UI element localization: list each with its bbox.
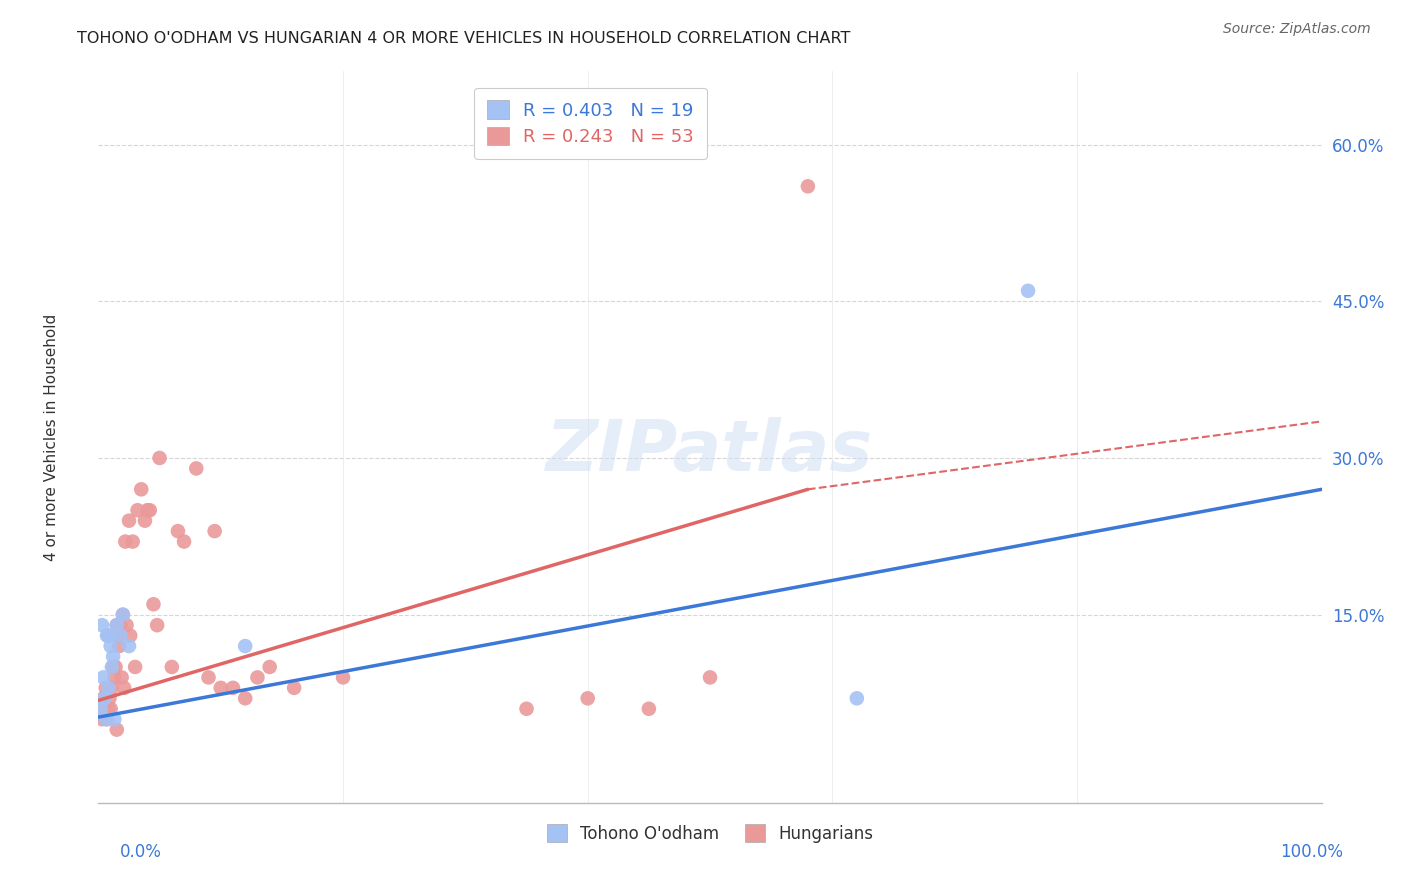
Point [134,514,156,528]
Legend: Tohono O'odham, Hungarians: Tohono O'odham, Hungarians [540,818,880,849]
Point [160,660,183,674]
Point [101,649,124,664]
Point [100,702,122,716]
Point [110,629,132,643]
Text: 100.0%: 100.0% [1279,843,1343,861]
Point [118,514,141,528]
Point [120,629,142,643]
Point [197,670,219,684]
Point [100,639,122,653]
Point [699,670,721,684]
Point [101,681,124,695]
Point [1017,284,1039,298]
Text: Source: ZipAtlas.com: Source: ZipAtlas.com [1223,22,1371,37]
Point [136,503,159,517]
Point [204,524,226,538]
Point [91,712,114,726]
Point [129,483,152,497]
Point [98,691,121,706]
Point [104,660,127,674]
Point [167,524,190,538]
Point [111,607,134,622]
Point [103,670,125,684]
Point [233,691,256,706]
Text: ZIPatlas: ZIPatlas [547,417,873,486]
Point [103,712,125,726]
Point [127,503,149,517]
Point [98,629,121,643]
Point [97,629,120,643]
Point [332,670,354,684]
Point [93,702,115,716]
Point [94,712,117,726]
Point [105,618,128,632]
Point [121,534,143,549]
Point [97,681,120,695]
Point [110,618,132,632]
Point [118,639,141,653]
Point [246,670,269,684]
Point [111,670,134,684]
Point [142,597,165,611]
Point [96,712,118,726]
Point [112,681,135,695]
Point [107,629,129,643]
Point [124,660,146,674]
Text: 0.0%: 0.0% [120,843,162,861]
Point [108,639,131,653]
Text: 4 or more Vehicles in Household: 4 or more Vehicles in Household [45,313,59,561]
Point [515,702,537,716]
Point [101,660,124,674]
Point [91,691,114,706]
Point [173,534,195,549]
Point [149,450,172,465]
Point [186,461,208,475]
Point [105,723,128,737]
Point [797,179,820,194]
Point [91,618,114,632]
Text: TOHONO O'ODHAM VS HUNGARIAN 4 OR MORE VEHICLES IN HOUSEHOLD CORRELATION CHART: TOHONO O'ODHAM VS HUNGARIAN 4 OR MORE VE… [77,31,851,46]
Point [259,660,281,674]
Point [845,691,868,706]
Point [97,702,120,716]
Point [114,534,136,549]
Point [101,660,124,674]
Point [111,607,134,622]
Point [146,618,169,632]
Point [576,691,599,706]
Point [94,681,117,695]
Point [105,618,128,632]
Point [93,691,115,706]
Point [233,639,256,653]
Point [91,670,114,684]
Point [637,702,661,716]
Point [115,618,138,632]
Point [283,681,305,695]
Point [222,681,245,695]
Point [90,702,112,716]
Point [209,681,232,695]
Point [96,629,118,643]
Point [139,503,162,517]
